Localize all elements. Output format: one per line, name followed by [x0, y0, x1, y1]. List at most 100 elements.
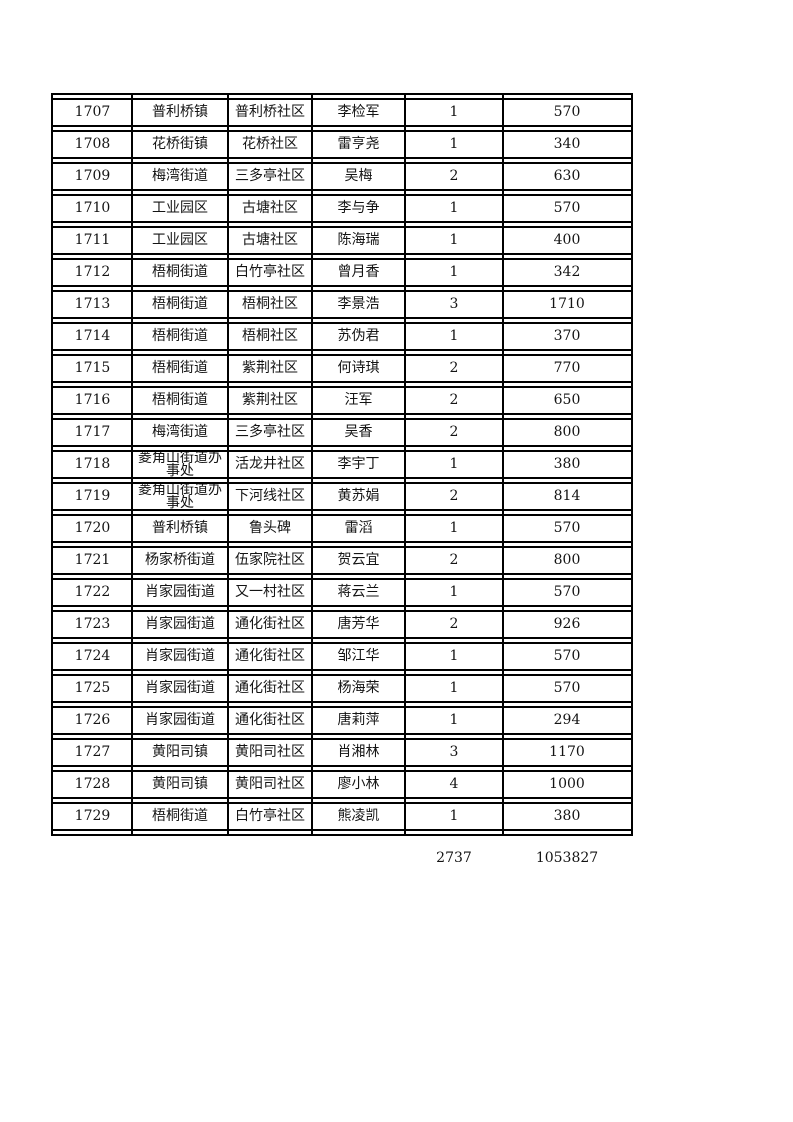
town-cell: 黄阳司镇 [132, 738, 228, 767]
town-cell: 工业园区 [132, 194, 228, 223]
table-row: 1719 菱角山街道办事处 下河线社区 黄苏娟 2 814 [53, 482, 631, 511]
serial-cell: 1725 [53, 674, 132, 703]
amount-cell: 1710 [503, 290, 631, 319]
community-cell: 通化街社区 [228, 642, 312, 671]
table-row: 1709 梅湾街道 三多亭社区 吴梅 2 630 [53, 162, 631, 191]
count-cell: 2 [405, 546, 503, 575]
amount-cell: 1000 [503, 770, 631, 799]
count-cell: 1 [405, 450, 503, 479]
table-row: 1708 花桥街镇 花桥社区 雷亨尧 1 340 [53, 130, 631, 159]
total-amount: 1053827 [535, 850, 599, 866]
count-cell: 2 [405, 354, 503, 383]
name-cell: 唐莉萍 [312, 706, 405, 735]
name-cell: 廖小林 [312, 770, 405, 799]
count-cell: 1 [405, 514, 503, 543]
table-row: 1720 普利桥镇 鲁头碑 雷滔 1 570 [53, 514, 631, 543]
amount-cell: 570 [503, 674, 631, 703]
amount-cell: 650 [503, 386, 631, 415]
count-cell: 1 [405, 578, 503, 607]
serial-cell: 1724 [53, 642, 132, 671]
table-row: 1713 梧桐街道 梧桐社区 李景浩 3 1710 [53, 290, 631, 319]
community-cell: 三多亭社区 [228, 418, 312, 447]
serial-cell: 1710 [53, 194, 132, 223]
name-cell: 何诗琪 [312, 354, 405, 383]
serial-cell: 1717 [53, 418, 132, 447]
table-row: 1721 杨家桥街道 伍家院社区 贺云宜 2 800 [53, 546, 631, 575]
name-cell: 熊凌凯 [312, 802, 405, 831]
table-row: 1712 梧桐街道 白竹亭社区 曾月香 1 342 [53, 258, 631, 287]
town-cell: 菱角山街道办事处 [132, 450, 228, 479]
amount-cell: 630 [503, 162, 631, 191]
serial-cell: 1712 [53, 258, 132, 287]
serial-cell: 1711 [53, 226, 132, 255]
town-cell: 菱角山街道办事处 [132, 482, 228, 511]
serial-cell: 1719 [53, 482, 132, 511]
community-cell: 三多亭社区 [228, 162, 312, 191]
amount-cell: 294 [503, 706, 631, 735]
table-row: 1715 梧桐街道 紫荆社区 何诗琪 2 770 [53, 354, 631, 383]
count-cell: 3 [405, 738, 503, 767]
serial-cell: 1727 [53, 738, 132, 767]
community-cell: 黄阳司社区 [228, 770, 312, 799]
count-cell: 4 [405, 770, 503, 799]
totals-spacer [132, 844, 228, 872]
table-row: 1716 梧桐街道 紫荆社区 汪军 2 650 [53, 386, 631, 415]
community-cell: 梧桐社区 [228, 322, 312, 351]
table-row: 1722 肖家园街道 又一村社区 蒋云兰 1 570 [53, 578, 631, 607]
name-cell: 吴香 [312, 418, 405, 447]
table-row: 1717 梅湾街道 三多亭社区 吴香 2 800 [53, 418, 631, 447]
amount-cell: 342 [503, 258, 631, 287]
town-cell: 梅湾街道 [132, 162, 228, 191]
community-cell: 下河线社区 [228, 482, 312, 511]
name-cell: 汪军 [312, 386, 405, 415]
table-row: 1711 工业园区 古塘社区 陈海瑞 1 400 [53, 226, 631, 255]
table-row: 1724 肖家园街道 通化街社区 邹江华 1 570 [53, 642, 631, 671]
town-cell: 黄阳司镇 [132, 770, 228, 799]
count-cell: 1 [405, 642, 503, 671]
totals-spacer [53, 844, 132, 872]
amount-cell: 400 [503, 226, 631, 255]
town-cell: 花桥街镇 [132, 130, 228, 159]
name-cell: 雷滔 [312, 514, 405, 543]
amount-cell: 800 [503, 418, 631, 447]
name-cell: 蒋云兰 [312, 578, 405, 607]
town-cell: 梧桐街道 [132, 354, 228, 383]
community-cell: 花桥社区 [228, 130, 312, 159]
amount-cell: 1170 [503, 738, 631, 767]
serial-cell: 1714 [53, 322, 132, 351]
name-cell: 雷亨尧 [312, 130, 405, 159]
count-cell: 3 [405, 290, 503, 319]
serial-cell: 1709 [53, 162, 132, 191]
name-cell: 杨海荣 [312, 674, 405, 703]
town-cell: 肖家园街道 [132, 674, 228, 703]
name-cell: 肖湘林 [312, 738, 405, 767]
count-cell: 1 [405, 130, 503, 159]
amount-cell: 926 [503, 610, 631, 639]
count-cell: 2 [405, 482, 503, 511]
town-cell: 梅湾街道 [132, 418, 228, 447]
records-table: 1707 普利桥镇 普利桥社区 李检军 1 570 1708 花桥街镇 花桥社区 雷亨尧 1 340 1… [53, 95, 631, 834]
community-cell: 鲁头碑 [228, 514, 312, 543]
count-cell: 1 [405, 706, 503, 735]
town-cell: 杨家桥街道 [132, 546, 228, 575]
name-cell: 邹江华 [312, 642, 405, 671]
serial-cell: 1720 [53, 514, 132, 543]
name-cell: 李景浩 [312, 290, 405, 319]
community-cell: 梧桐社区 [228, 290, 312, 319]
community-cell: 白竹亭社区 [228, 802, 312, 831]
count-cell: 1 [405, 98, 503, 127]
amount-cell: 570 [503, 642, 631, 671]
name-cell: 李与争 [312, 194, 405, 223]
table-row: 1707 普利桥镇 普利桥社区 李检军 1 570 [53, 98, 631, 127]
town-cell: 肖家园街道 [132, 706, 228, 735]
table-row: 1726 肖家园街道 通化街社区 唐莉萍 1 294 [53, 706, 631, 735]
amount-cell: 800 [503, 546, 631, 575]
totals-spacer [228, 844, 312, 872]
table-row: 1714 梧桐街道 梧桐社区 苏伪君 1 370 [53, 322, 631, 351]
community-cell: 通化街社区 [228, 610, 312, 639]
amount-cell: 380 [503, 802, 631, 831]
serial-cell: 1721 [53, 546, 132, 575]
table-row: 1718 菱角山街道办事处 活龙井社区 李宇丁 1 380 [53, 450, 631, 479]
totals-row: 2737 1053827 [53, 844, 631, 872]
name-cell: 黄苏娟 [312, 482, 405, 511]
